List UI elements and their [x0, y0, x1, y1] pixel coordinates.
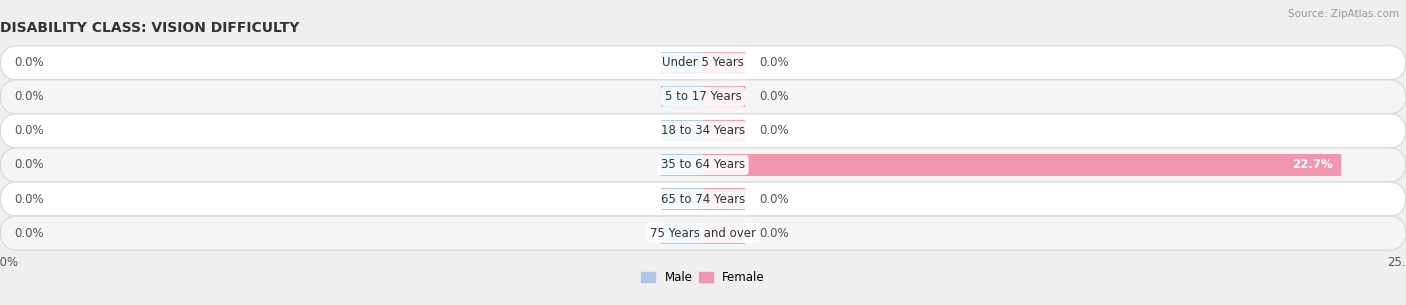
- FancyBboxPatch shape: [0, 46, 1406, 80]
- Text: 0.0%: 0.0%: [14, 192, 44, 206]
- FancyBboxPatch shape: [0, 216, 1406, 250]
- Text: 0.0%: 0.0%: [759, 124, 789, 137]
- Text: Source: ZipAtlas.com: Source: ZipAtlas.com: [1288, 9, 1399, 19]
- Text: 0.0%: 0.0%: [14, 56, 44, 69]
- Bar: [703, 188, 745, 210]
- Text: 75 Years and over: 75 Years and over: [650, 227, 756, 239]
- Text: DISABILITY CLASS: VISION DIFFICULTY: DISABILITY CLASS: VISION DIFFICULTY: [0, 21, 299, 35]
- Bar: [661, 120, 703, 142]
- Text: 18 to 34 Years: 18 to 34 Years: [661, 124, 745, 137]
- Text: 65 to 74 Years: 65 to 74 Years: [661, 192, 745, 206]
- Bar: [703, 52, 745, 73]
- Bar: [661, 188, 703, 210]
- Bar: [703, 223, 745, 244]
- Text: 0.0%: 0.0%: [759, 56, 789, 69]
- Text: Under 5 Years: Under 5 Years: [662, 56, 744, 69]
- Legend: Male, Female: Male, Female: [637, 267, 769, 289]
- Bar: [661, 86, 703, 107]
- Text: 0.0%: 0.0%: [14, 159, 44, 171]
- Text: 22.7%: 22.7%: [1292, 159, 1333, 171]
- FancyBboxPatch shape: [0, 182, 1406, 216]
- Text: 35 to 64 Years: 35 to 64 Years: [661, 159, 745, 171]
- Text: 0.0%: 0.0%: [759, 192, 789, 206]
- Text: 0.0%: 0.0%: [759, 90, 789, 103]
- FancyBboxPatch shape: [0, 114, 1406, 148]
- Bar: [703, 154, 1341, 175]
- Text: 0.0%: 0.0%: [14, 124, 44, 137]
- FancyBboxPatch shape: [0, 80, 1406, 114]
- FancyBboxPatch shape: [0, 148, 1406, 182]
- Bar: [661, 223, 703, 244]
- Text: 0.0%: 0.0%: [14, 90, 44, 103]
- Text: 5 to 17 Years: 5 to 17 Years: [665, 90, 741, 103]
- Bar: [703, 86, 745, 107]
- Bar: [661, 154, 703, 175]
- Bar: [703, 120, 745, 142]
- Bar: [661, 52, 703, 73]
- Text: 0.0%: 0.0%: [14, 227, 44, 239]
- Text: 0.0%: 0.0%: [759, 227, 789, 239]
